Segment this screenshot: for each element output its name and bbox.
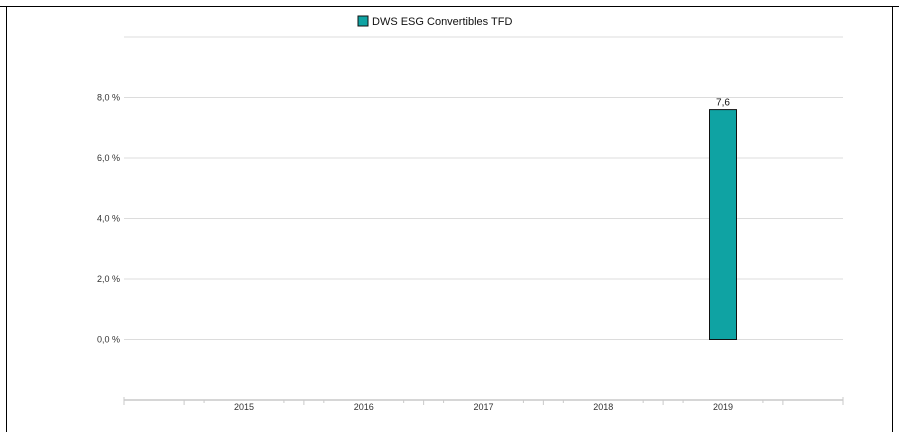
y-axis-tick-labels: 0,0 % 2,0 % 4,0 % 6,0 % 8,0 % xyxy=(97,93,120,345)
data-labels: 7,6 xyxy=(716,98,730,109)
bar-2019[interactable] xyxy=(709,109,737,340)
y-tick-label: 2,0 % xyxy=(97,274,120,284)
legend[interactable]: DWS ESG Convertibles TFD xyxy=(357,15,512,28)
frame-right-border xyxy=(892,6,893,432)
gridlines xyxy=(124,36,843,340)
x-tick-label-2016: 2016 xyxy=(354,402,374,412)
frame-left-border xyxy=(6,6,7,432)
x-tick-label-2017: 2017 xyxy=(473,402,493,412)
frame-top-border xyxy=(0,6,899,7)
y-tick-label: 6,0 % xyxy=(97,153,120,163)
x-tick-label-2019: 2019 xyxy=(713,402,733,412)
y-tick-label: 4,0 % xyxy=(97,214,120,224)
data-label-2019: 7,6 xyxy=(716,98,730,109)
legend-label: DWS ESG Convertibles TFD xyxy=(372,16,512,28)
x-tick-label-2015: 2015 xyxy=(234,402,254,412)
y-tick-label: 0,0 % xyxy=(97,335,120,345)
y-tick-label: 8,0 % xyxy=(97,93,120,103)
x-tick-label-2018: 2018 xyxy=(593,402,613,412)
legend-swatch xyxy=(357,15,369,27)
x-axis: 2015 2016 2017 2018 2019 xyxy=(123,397,844,412)
bars xyxy=(709,109,737,340)
